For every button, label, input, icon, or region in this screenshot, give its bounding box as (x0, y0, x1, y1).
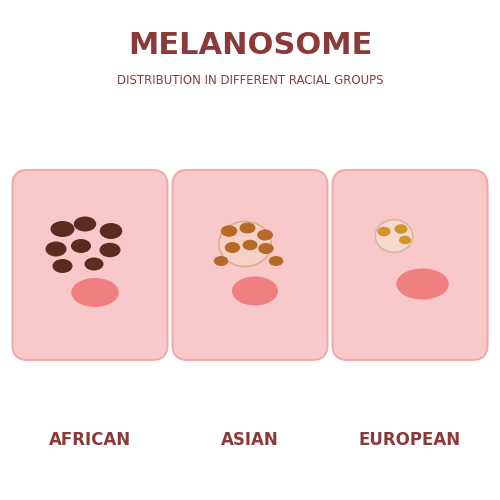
Ellipse shape (100, 243, 120, 257)
Ellipse shape (396, 268, 449, 300)
Ellipse shape (258, 243, 274, 254)
Ellipse shape (232, 276, 278, 306)
Ellipse shape (46, 242, 66, 256)
FancyBboxPatch shape (12, 170, 168, 360)
Ellipse shape (219, 222, 271, 266)
Text: AFRICAN: AFRICAN (49, 431, 131, 449)
Text: MELANOSOME: MELANOSOME (128, 30, 372, 60)
Ellipse shape (84, 258, 103, 270)
Ellipse shape (378, 227, 390, 236)
Ellipse shape (240, 222, 256, 234)
Ellipse shape (221, 225, 238, 237)
Ellipse shape (214, 256, 228, 266)
Ellipse shape (394, 224, 407, 234)
Ellipse shape (72, 278, 119, 307)
Ellipse shape (375, 220, 412, 252)
Ellipse shape (52, 259, 72, 273)
Ellipse shape (269, 256, 283, 266)
Ellipse shape (50, 221, 74, 237)
FancyBboxPatch shape (332, 170, 488, 360)
Ellipse shape (100, 223, 122, 239)
Ellipse shape (399, 236, 411, 244)
Text: EUROPEAN: EUROPEAN (359, 431, 461, 449)
Ellipse shape (257, 230, 273, 240)
FancyBboxPatch shape (172, 170, 328, 360)
Text: DISTRIBUTION IN DIFFERENT RACIAL GROUPS: DISTRIBUTION IN DIFFERENT RACIAL GROUPS (117, 74, 384, 86)
Text: ASIAN: ASIAN (221, 431, 279, 449)
Ellipse shape (242, 240, 258, 250)
Ellipse shape (74, 216, 96, 232)
Ellipse shape (71, 239, 91, 253)
Ellipse shape (224, 242, 240, 253)
